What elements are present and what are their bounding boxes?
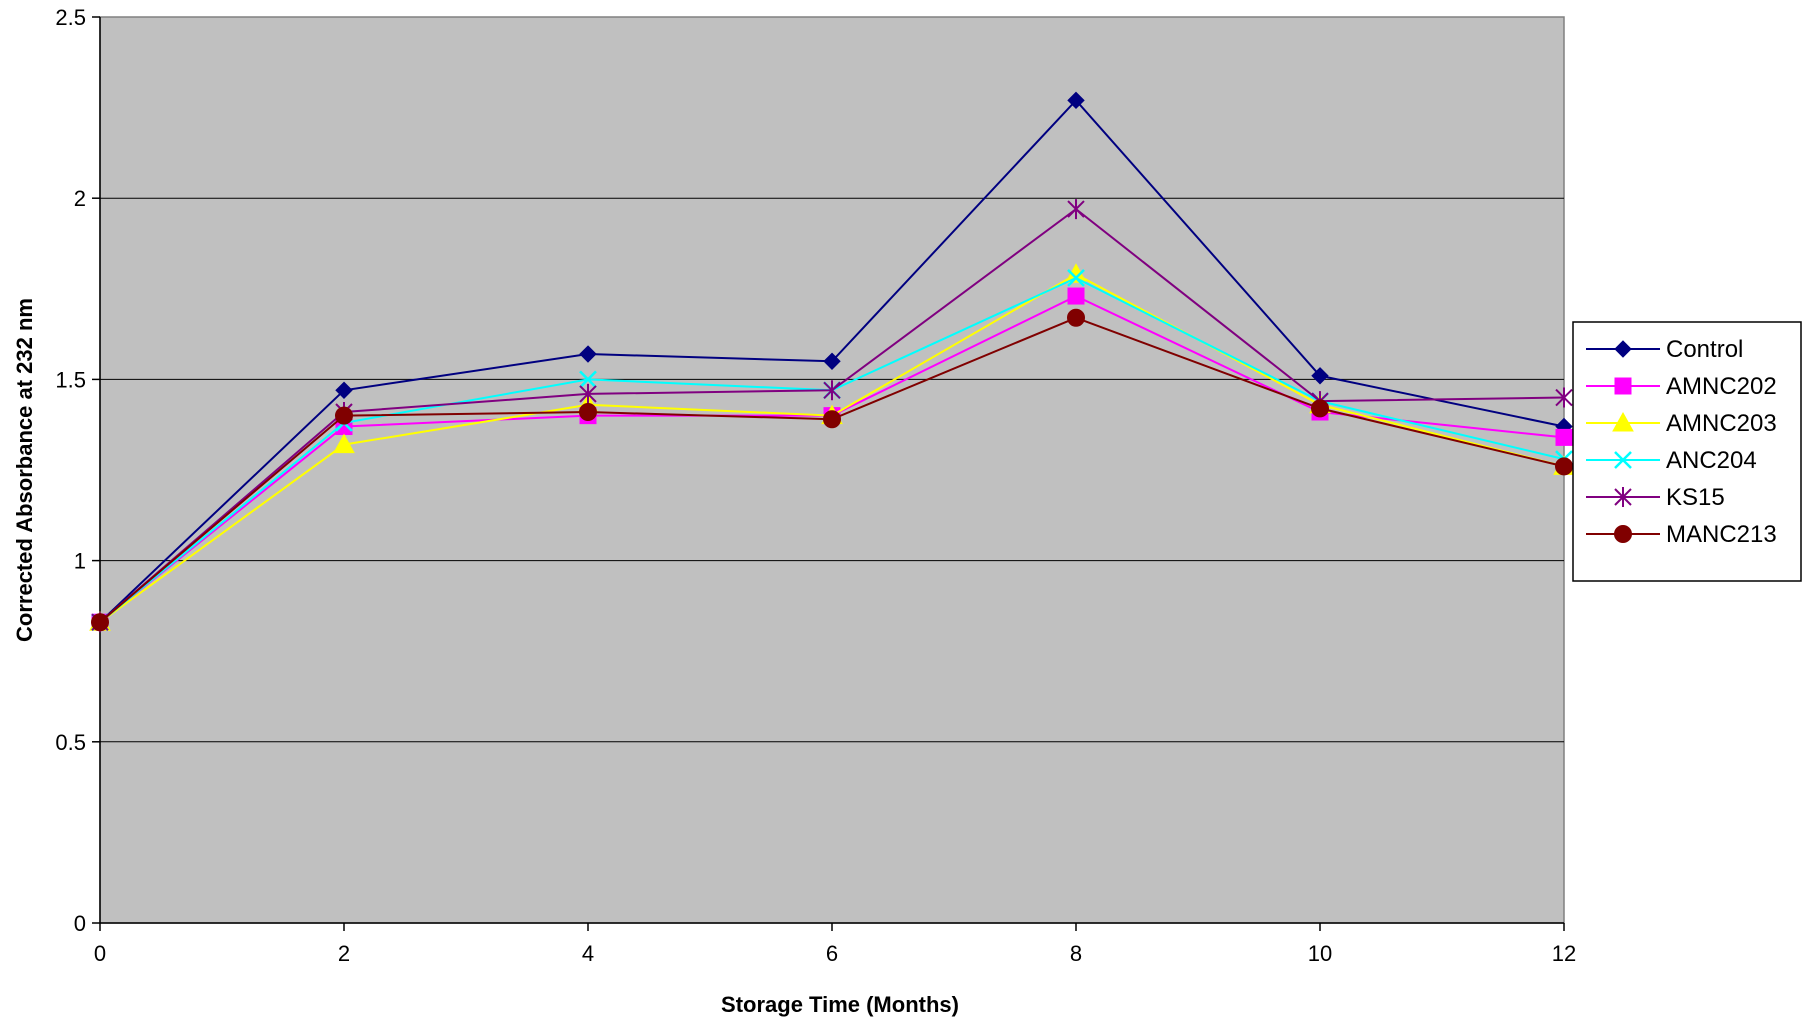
data-point	[1555, 428, 1573, 446]
legend-item: Control	[1586, 336, 1743, 363]
data-point	[823, 380, 841, 401]
legend: Control AMNC202 AMNC203 ANC204 KS15 MANC213	[1572, 321, 1802, 582]
x-tick-label: 2	[338, 941, 350, 966]
x-tick-label: 12	[1552, 941, 1576, 966]
legend-item: AMNC203	[1586, 410, 1777, 437]
gridlines	[100, 197, 1564, 743]
data-point	[91, 613, 109, 632]
data-point	[1067, 287, 1085, 305]
data-point	[579, 383, 597, 404]
legend-marker	[1614, 487, 1632, 507]
data-point	[823, 410, 841, 429]
y-axis-title: Corrected Absorbance at 232 nm	[12, 298, 37, 642]
data-point	[335, 406, 353, 425]
data-point	[1067, 91, 1085, 110]
legend-item: MANC213	[1586, 521, 1777, 548]
legend-marker	[1612, 411, 1634, 432]
x-tick-label: 0	[94, 941, 106, 966]
series-control	[91, 91, 1573, 631]
legend-marker	[1614, 340, 1632, 358]
data-point	[1555, 387, 1573, 408]
legend-item: ANC204	[1586, 447, 1757, 474]
y-tick-label: 0	[74, 911, 86, 936]
data-point	[1067, 199, 1085, 220]
legend-items: Control AMNC202 AMNC203 ANC204 KS15 MANC213	[1586, 336, 1777, 548]
y-tick-label: 1.5	[55, 367, 86, 392]
data-point	[1555, 457, 1573, 476]
plot-area	[99, 16, 1565, 924]
series-layer	[89, 91, 1575, 633]
legend-label: AMNC202	[1666, 373, 1777, 400]
x-tick-label: 4	[582, 941, 594, 966]
y-tick-label: 2	[74, 186, 86, 211]
x-tick-label: 10	[1308, 941, 1332, 966]
legend-label: Control	[1666, 336, 1743, 363]
series-manc213	[91, 308, 1573, 632]
data-point	[579, 403, 597, 422]
y-tick-label: 1	[74, 549, 86, 574]
x-axis-title: Storage Time (Months)	[721, 992, 959, 1017]
data-point	[579, 345, 597, 363]
legend-label: ANC204	[1666, 447, 1757, 474]
data-point	[333, 433, 355, 454]
y-tick-label: 2.5	[55, 5, 86, 30]
x-tick-label: 8	[1070, 941, 1082, 966]
legend-label: MANC213	[1666, 521, 1777, 548]
x-tick-label: 6	[826, 941, 838, 966]
legend-box	[1572, 321, 1802, 582]
data-point	[823, 352, 841, 370]
legend-item: AMNC202	[1586, 373, 1777, 400]
legend-item: KS15	[1586, 484, 1725, 511]
data-point	[335, 381, 353, 399]
x-axis-ticks: 0 2 4 6 8 10 12	[94, 923, 1576, 966]
data-point	[1067, 269, 1085, 287]
legend-label: KS15	[1666, 484, 1725, 511]
data-point	[1311, 399, 1329, 418]
data-point	[1067, 308, 1085, 327]
data-point	[579, 370, 597, 389]
legend-label: AMNC203	[1666, 410, 1777, 437]
legend-marker	[1614, 525, 1632, 543]
y-tick-label: 0.5	[55, 730, 86, 755]
legend-marker	[1614, 451, 1632, 469]
y-axis-ticks: 0 0.5 1 1.5 2 2.5	[55, 5, 100, 936]
legend-marker	[1614, 377, 1632, 395]
data-point	[1311, 367, 1329, 385]
